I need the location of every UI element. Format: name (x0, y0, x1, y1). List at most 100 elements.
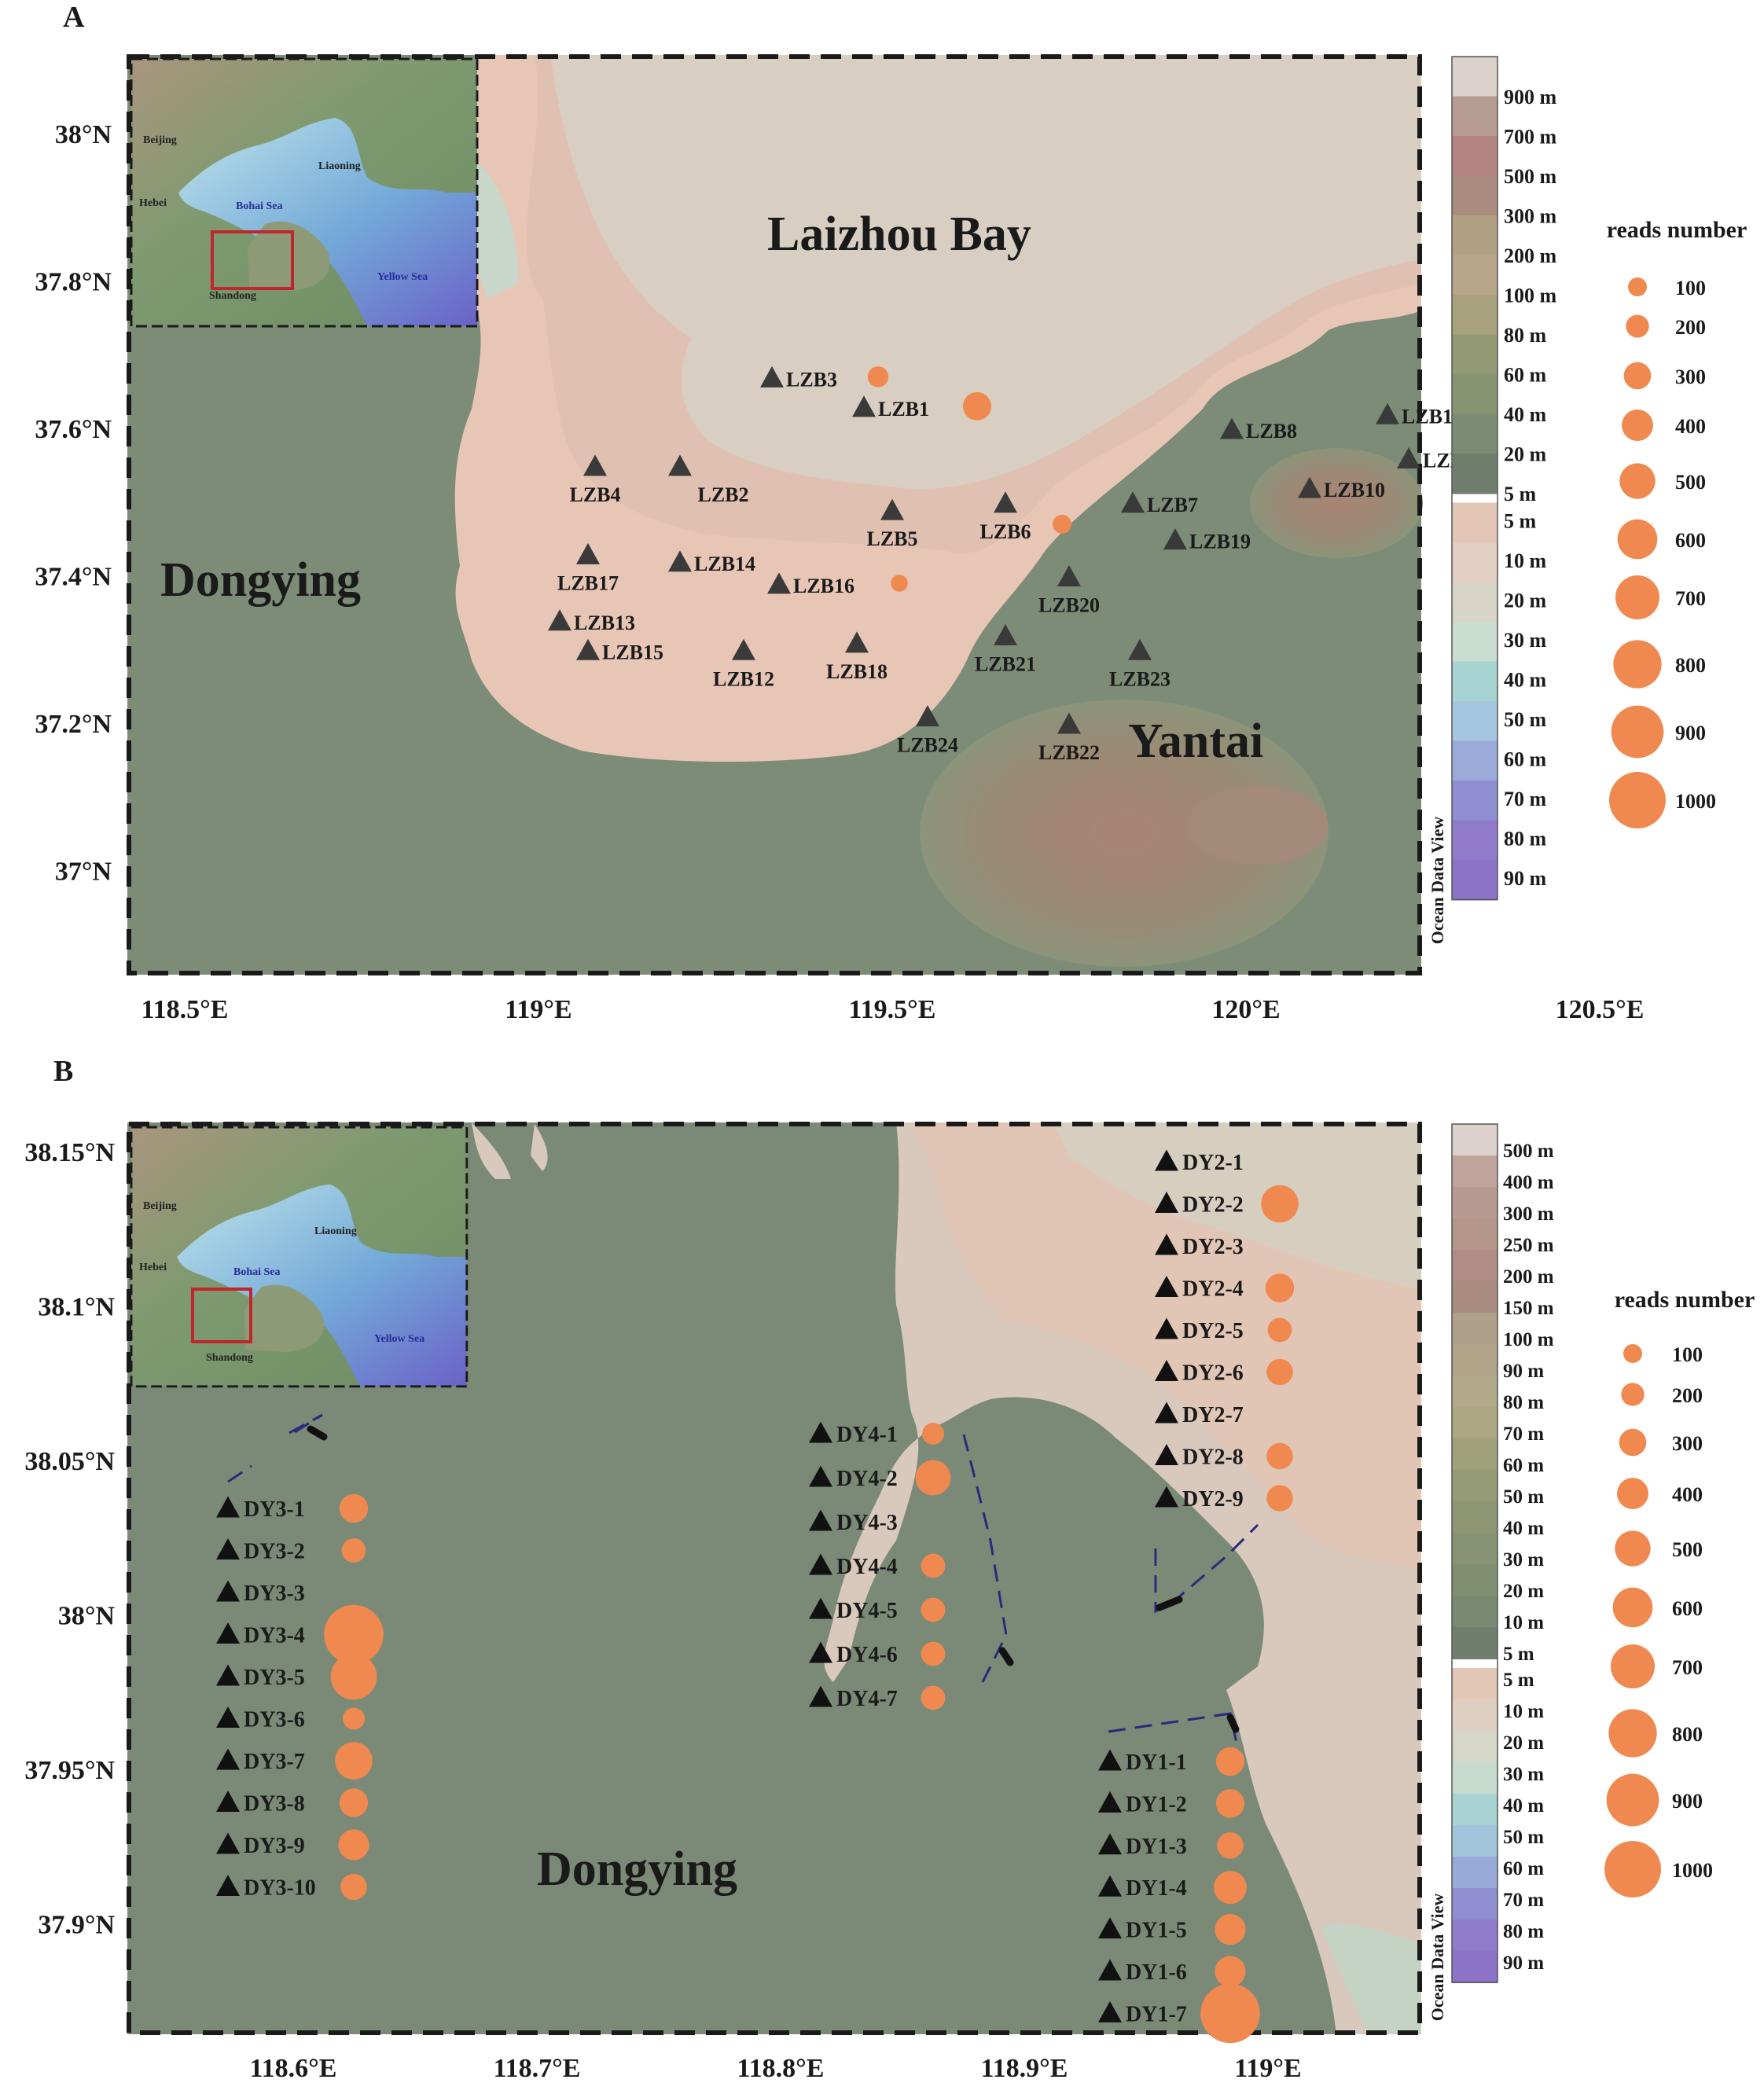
depth-scale-label: 100 m (1504, 285, 1557, 307)
legend-marker (1623, 362, 1652, 390)
station-label: DY4-1 (836, 1423, 898, 1447)
station-marker (880, 498, 904, 520)
reads-marker (1215, 1914, 1246, 1945)
lat-tick-label: 38°N (55, 120, 112, 149)
svg-text:Shandong: Shandong (209, 290, 256, 302)
lon-tick-label: 118.5°E (141, 995, 229, 1024)
station-label: DY2-4 (1182, 1277, 1244, 1302)
legend-value: 100 (1675, 277, 1706, 299)
legend-value: 200 (1675, 316, 1706, 339)
depth-scale-label: 70 m (1503, 1890, 1544, 1911)
reads-marker (324, 1604, 384, 1665)
depth-swatch (1452, 1825, 1498, 1857)
reads-marker (921, 1641, 946, 1666)
lat-tick-label: 37°N (55, 858, 112, 887)
station-marker (216, 1791, 240, 1812)
lon-tick-label: 118.9°E (981, 2054, 1068, 2083)
depth-scale-label: 500 m (1504, 165, 1557, 188)
station-marker (1098, 1875, 1122, 1897)
station-marker (668, 550, 692, 572)
station-marker (1397, 447, 1420, 468)
panel-a-depth-scale: 900 m 700 m 500 m 300 m 200 m 100 m 80 m 60 m 40… (1428, 56, 1557, 944)
depth-scale-label: 10 m (1503, 1701, 1544, 1722)
depth-scale-label: 90 m (1504, 867, 1547, 890)
lat-tick-label: 37.6°N (35, 415, 112, 444)
transect-endpoints (307, 1425, 1240, 1733)
station-label: LZB7 (1147, 494, 1198, 516)
depth-scale-label: 90 m (1503, 1361, 1544, 1382)
station-marker (1220, 417, 1244, 439)
station-marker (809, 1465, 832, 1487)
station-label: DY3-4 (244, 1624, 305, 1648)
lon-tick-label: 120°E (1211, 995, 1280, 1024)
depth-swatch (1452, 542, 1498, 583)
depth-swatch (1452, 1376, 1498, 1408)
depth-scale-label: 60 m (1504, 748, 1547, 771)
depth-swatch (1452, 1627, 1498, 1659)
reads-marker (1215, 1789, 1245, 1818)
svg-text:Bohai Sea: Bohai Sea (236, 200, 283, 212)
station-marker (1155, 1276, 1178, 1297)
depth-swatch (1452, 1155, 1498, 1188)
depth-scale-label: 20 m (1504, 443, 1547, 466)
place-label-dongying: Dongying (160, 553, 361, 607)
station-label: DY1-2 (1126, 1792, 1187, 1817)
depth-swatch (1452, 57, 1498, 97)
station-marker (1155, 1317, 1178, 1339)
station-label: LZB14 (694, 553, 755, 575)
legend-marker (1608, 1709, 1657, 1758)
station-label: DY1-4 (1126, 1876, 1187, 1901)
station-marker (1098, 1749, 1122, 1771)
depth-swatch (1452, 1313, 1498, 1345)
depth-swatch (1452, 374, 1498, 415)
svg-text:Shandong: Shandong (206, 1352, 253, 1364)
depth-swatch (1452, 1250, 1498, 1282)
depth-swatch (1452, 1344, 1498, 1376)
reads-marker (330, 1653, 377, 1700)
reads-marker (338, 1829, 369, 1861)
station-label: DY1-6 (1126, 1960, 1187, 1985)
depth-scale-label: 700 m (1504, 126, 1557, 149)
legend-value: 400 (1672, 1483, 1703, 1506)
depth-swatch (1452, 622, 1498, 663)
reads-marker (343, 1707, 365, 1730)
legend-value: 100 (1672, 1343, 1703, 1366)
station-marker (216, 1538, 240, 1559)
station-marker (760, 366, 784, 388)
station-label: DY2-3 (1182, 1235, 1244, 1259)
station-label: DY3-7 (244, 1750, 305, 1774)
station-label: DY4-5 (836, 1599, 898, 1623)
legend-marker (1611, 705, 1664, 759)
depth-scale-label: 5 m (1503, 1644, 1534, 1665)
station-marker (809, 1641, 832, 1663)
reads-marker (1265, 1273, 1295, 1302)
depth-scale-label: 80 m (1503, 1921, 1544, 1942)
depth-scale-label: 20 m (1504, 590, 1547, 612)
depth-scale-label: 20 m (1503, 1581, 1544, 1602)
reads-marker (921, 1685, 946, 1710)
legend-marker (1615, 1530, 1651, 1567)
depth-scale-label: 70 m (1503, 1424, 1544, 1445)
station-label: LZB2 (697, 483, 748, 506)
lat-tick-label: 37.2°N (35, 710, 112, 739)
depth-scale-label: 40 m (1503, 1795, 1544, 1817)
depth-swatch (1452, 740, 1498, 781)
lon-tick-label: 118.7°E (494, 2054, 581, 2083)
station-label: LZB13 (574, 612, 635, 634)
station-label: LZB17 (557, 571, 619, 594)
station-label: DY1-7 (1126, 2002, 1187, 2026)
svg-text:Hebei: Hebei (139, 197, 167, 209)
reads-marker (1217, 1832, 1244, 1859)
reads-marker (1214, 1871, 1247, 1905)
depth-scale-label: 900 m (1504, 86, 1557, 108)
panel-a-reads-legend: reads number 100 200 300 400 500 600 700 800 900 1… (1607, 217, 1747, 828)
svg-text:Liaoning: Liaoning (314, 1225, 357, 1237)
depth-swatch (1452, 1407, 1498, 1439)
depth-scale-label: 5 m (1503, 1670, 1534, 1691)
depth-scale-label: 40 m (1504, 403, 1547, 426)
station-label: LZB16 (793, 575, 854, 597)
depth-scale-label: 40 m (1503, 1518, 1544, 1539)
odv-credit: Ocean Data View (1428, 1894, 1447, 2022)
station-marker (916, 705, 939, 727)
lat-tick-label: 37.9°N (38, 1911, 115, 1940)
